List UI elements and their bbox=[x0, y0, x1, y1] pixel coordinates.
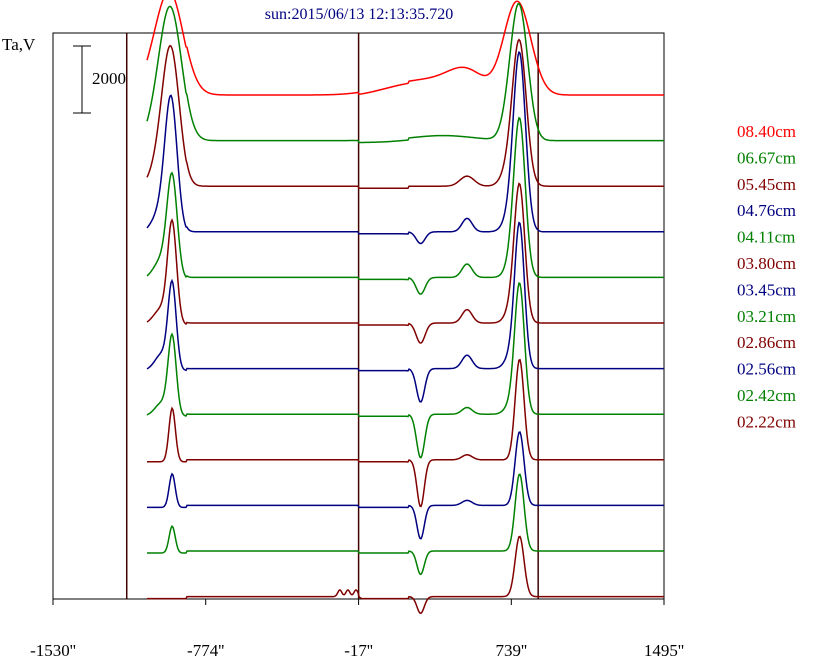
scale-bar: 2000 bbox=[73, 45, 126, 114]
trace-02.22cm bbox=[147, 535, 664, 615]
trace-03.21cm bbox=[146, 282, 664, 459]
scale-bar-label: 2000 bbox=[92, 69, 126, 88]
legend-entry: 03.21cm bbox=[737, 307, 796, 326]
legend: 08.40cm 06.67cm 05.45cm 04.76cm 04.11cm 03.80… bbox=[737, 122, 796, 431]
legend-entry: 02.86cm bbox=[737, 333, 796, 352]
chart-title: sun:2015/06/13 12:13:35.720 bbox=[265, 6, 453, 23]
x-tick-label: -17'' bbox=[344, 641, 373, 660]
y-axis-label: Ta,V bbox=[2, 35, 36, 54]
trace-02.42cm bbox=[147, 473, 664, 576]
legend-entry: 02.56cm bbox=[737, 360, 796, 379]
vertical-markers bbox=[125, 33, 539, 599]
legend-entry: 05.45cm bbox=[737, 175, 796, 194]
legend-entry: 02.22cm bbox=[737, 412, 796, 431]
trace-05.45cm bbox=[146, 38, 664, 189]
legend-entry: 03.80cm bbox=[737, 254, 796, 273]
x-axis-ticks: -1530'' -774'' -17'' 739'' 1495'' bbox=[30, 599, 684, 660]
trace-04.76cm bbox=[146, 50, 664, 245]
legend-entry: 04.11cm bbox=[737, 228, 795, 247]
x-tick-label: -774'' bbox=[187, 641, 224, 660]
x-tick-label: 739'' bbox=[495, 641, 527, 660]
x-tick-label: -1530'' bbox=[30, 641, 76, 660]
trace-06.67cm bbox=[146, 2, 664, 144]
legend-entry: 02.42cm bbox=[737, 386, 796, 405]
x-tick-label: 1495'' bbox=[644, 641, 684, 660]
legend-entry: 08.40cm bbox=[737, 122, 796, 141]
trace-02.86cm bbox=[147, 358, 664, 508]
trace-03.80cm bbox=[146, 182, 664, 344]
trace-08.40cm bbox=[146, 0, 664, 96]
legend-entry: 03.45cm bbox=[737, 280, 796, 299]
traces bbox=[146, 0, 664, 615]
trace-03.45cm bbox=[146, 221, 664, 403]
trace-04.11cm bbox=[146, 116, 664, 295]
legend-entry: 04.76cm bbox=[737, 201, 796, 220]
trace-02.56cm bbox=[147, 431, 664, 540]
legend-entry: 06.67cm bbox=[737, 148, 796, 167]
